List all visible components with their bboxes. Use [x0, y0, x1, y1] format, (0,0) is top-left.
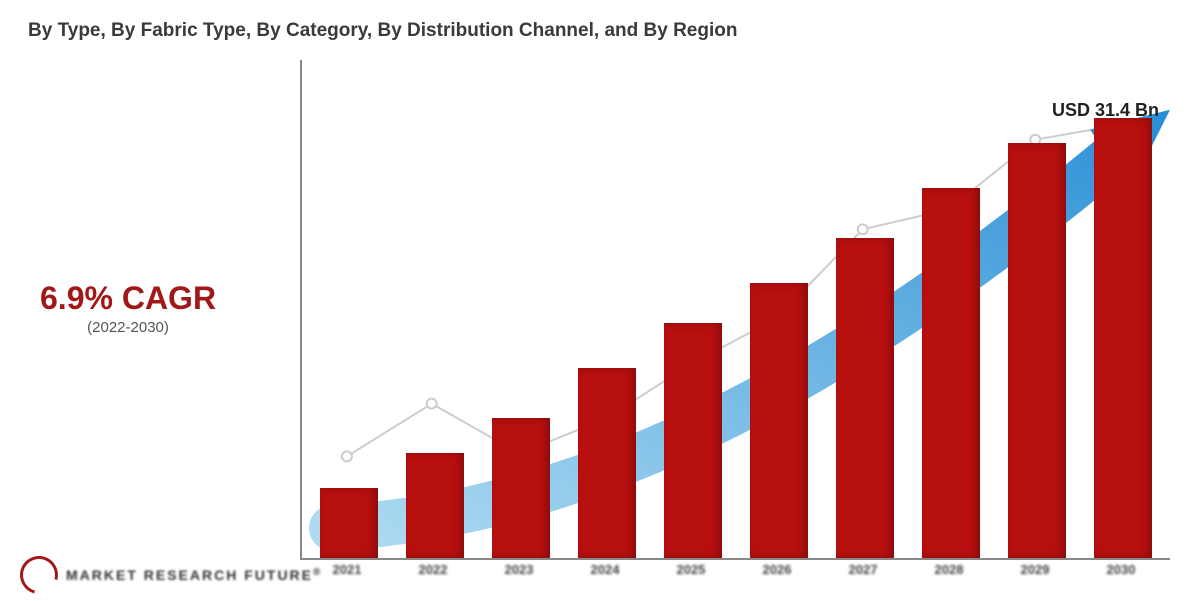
bar: [320, 488, 378, 558]
x-axis: 2021 2022 2023 2024 2025 2026 2027 2028 2029 2030: [300, 562, 1170, 592]
bar: [1008, 143, 1066, 558]
bar: [492, 418, 550, 558]
x-tick-label: 2023: [505, 562, 534, 577]
chart-subtitle: By Type, By Fabric Type, By Category, By…: [28, 20, 737, 42]
bar: [406, 453, 464, 558]
x-tick-label: 2026: [763, 562, 792, 577]
bar: [664, 323, 722, 558]
logo-icon: [13, 549, 65, 601]
x-tick-label: 2021: [333, 562, 362, 577]
bar: [1094, 118, 1152, 558]
bars-container: [302, 60, 1170, 558]
x-tick-label: 2024: [591, 562, 620, 577]
chart-plot-area: USD 31.4 Bn: [300, 60, 1170, 560]
x-tick-label: 2027: [849, 562, 878, 577]
cagr-block: 6.9% CAGR (2022-2030): [40, 280, 216, 336]
bar: [750, 283, 808, 558]
cagr-period: (2022-2030): [40, 319, 216, 336]
cagr-value: 6.9% CAGR: [40, 280, 216, 317]
logo: MARKET RESEARCH FUTURE®: [20, 556, 322, 594]
x-tick-label: 2028: [935, 562, 964, 577]
x-tick-label: 2025: [677, 562, 706, 577]
x-tick-label: 2022: [419, 562, 448, 577]
end-value-label: USD 31.4 Bn: [1052, 100, 1159, 121]
bar: [578, 368, 636, 558]
bar: [836, 238, 894, 558]
bar: [922, 188, 980, 558]
x-tick-label: 2029: [1021, 562, 1050, 577]
x-tick-label: 2030: [1107, 562, 1136, 577]
logo-text: MARKET RESEARCH FUTURE®: [66, 567, 322, 583]
